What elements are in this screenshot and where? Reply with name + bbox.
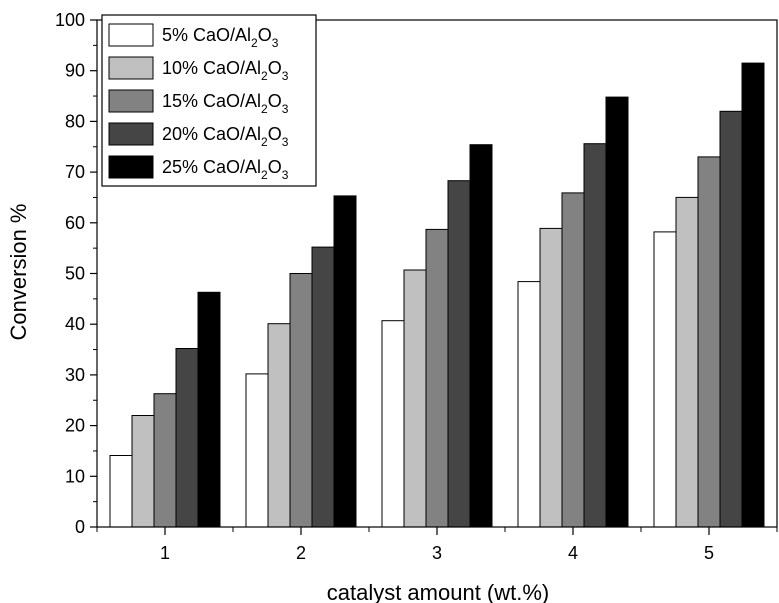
bar [447, 180, 471, 528]
bar [741, 62, 765, 528]
y-tick-label: 10 [65, 466, 85, 486]
x-axis-label: catalyst amount (wt.%) [327, 580, 550, 603]
bar [403, 269, 427, 528]
bar [605, 96, 629, 528]
y-tick-label: 70 [65, 162, 85, 182]
legend-label: 15% CaO/Al2O3 [162, 91, 289, 116]
bar [245, 373, 269, 528]
bar [289, 273, 313, 528]
bar [153, 393, 177, 528]
bar [517, 281, 541, 528]
legend-swatch [108, 122, 154, 146]
bar [539, 227, 563, 528]
x-tick-label: 2 [296, 543, 306, 563]
bar [311, 246, 335, 528]
legend-swatch [108, 155, 154, 179]
y-tick-label: 50 [65, 264, 85, 284]
bar [109, 455, 133, 528]
legend-label: 10% CaO/Al2O3 [162, 58, 289, 83]
legend-label: 20% CaO/Al2O3 [162, 124, 289, 149]
bar [333, 195, 357, 528]
bar [175, 348, 199, 528]
bar [131, 415, 155, 528]
y-tick-label: 0 [75, 517, 85, 537]
bar [469, 144, 493, 528]
x-tick-label: 5 [704, 543, 714, 563]
x-tick-label: 1 [160, 543, 170, 563]
legend-label: 25% CaO/Al2O3 [162, 157, 289, 182]
y-axis-label: Conversion % [6, 204, 31, 341]
legend-swatch [108, 56, 154, 80]
y-tick-label: 30 [65, 365, 85, 385]
bar [675, 196, 699, 528]
legend-swatch [108, 23, 154, 47]
bar [267, 323, 291, 528]
plot-area [109, 62, 765, 528]
legend: 5% CaO/Al2O3 10% CaO/Al2O3 15% CaO/Al2O3 20… [101, 14, 317, 187]
y-tick-label: 100 [55, 10, 85, 30]
y-tick-label: 20 [65, 416, 85, 436]
y-tick-label: 60 [65, 213, 85, 233]
bar [425, 228, 449, 528]
x-tick-label: 3 [432, 543, 442, 563]
x-tick-label: 4 [568, 543, 578, 563]
y-tick-label: 90 [65, 61, 85, 81]
y-tick-label: 40 [65, 314, 85, 334]
bar [561, 192, 585, 528]
legend-swatch [108, 89, 154, 113]
bar [719, 110, 743, 528]
legend-label: 5% CaO/Al2O3 [162, 25, 279, 50]
bar [197, 291, 221, 528]
bar [697, 156, 721, 528]
bar [583, 143, 607, 528]
axes: 0 10 20 30 40 50 60 70 80 90 100 1 2 3 4 5 [55, 10, 778, 563]
bar [653, 231, 677, 528]
bar [381, 320, 405, 528]
y-tick-label: 80 [65, 111, 85, 131]
